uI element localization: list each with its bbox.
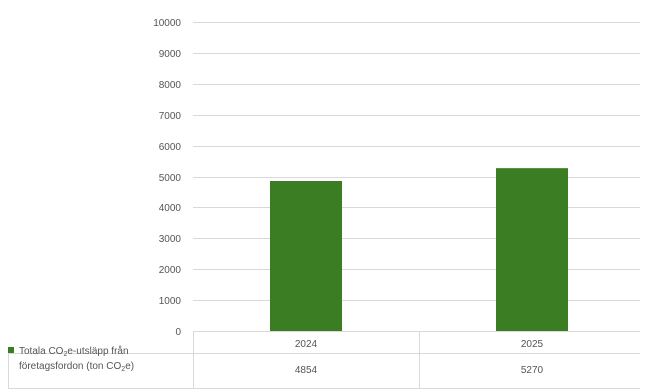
y-tick-label: 3000 xyxy=(159,234,182,245)
y-tick-label: 9000 xyxy=(159,49,182,60)
legend-text-1b: e-utsläpp från xyxy=(67,346,129,357)
bar-2025 xyxy=(496,168,568,331)
y-tick-label: 7000 xyxy=(159,111,182,122)
y-tick-label: 6000 xyxy=(159,142,182,153)
legend-sub-2: 2 xyxy=(121,366,126,373)
y-tick-label: 4000 xyxy=(159,203,182,214)
y-tick-label: 0 xyxy=(175,327,181,338)
data-table-value: 4854 xyxy=(295,365,318,376)
data-table: 2024 4854 2025 5270 xyxy=(8,331,640,389)
y-tick-label: 10000 xyxy=(153,18,181,29)
gridlines xyxy=(193,22,640,332)
legend-text-2b: e) xyxy=(125,361,135,372)
y-axis-ticks: 0 1000 2000 3000 4000 5000 6000 7000 8000 9000 100… xyxy=(153,18,181,338)
data-table-value: 5270 xyxy=(521,365,544,376)
y-tick-label: 1000 xyxy=(159,296,182,307)
y-tick-label: 5000 xyxy=(159,173,182,184)
legend-sub-1: 2 xyxy=(63,351,68,358)
y-tick-label: 8000 xyxy=(159,80,182,91)
bars xyxy=(270,168,568,331)
legend: Totala CO2e-utsläpp från företagsfordon … xyxy=(8,344,194,388)
legend-text-1a: Totala CO xyxy=(19,346,64,357)
y-tick-label: 2000 xyxy=(159,265,182,276)
legend-text-2a: företagsfordon (ton CO xyxy=(19,361,122,372)
x-category-label: 2024 xyxy=(295,339,318,350)
x-category-label: 2025 xyxy=(521,339,544,350)
legend-swatch xyxy=(8,347,14,353)
legend-line-2: företagsfordon (ton CO2e) xyxy=(8,359,194,374)
legend-line-1: Totala CO2e-utsläpp från xyxy=(8,344,194,359)
bar-2024 xyxy=(270,181,342,331)
